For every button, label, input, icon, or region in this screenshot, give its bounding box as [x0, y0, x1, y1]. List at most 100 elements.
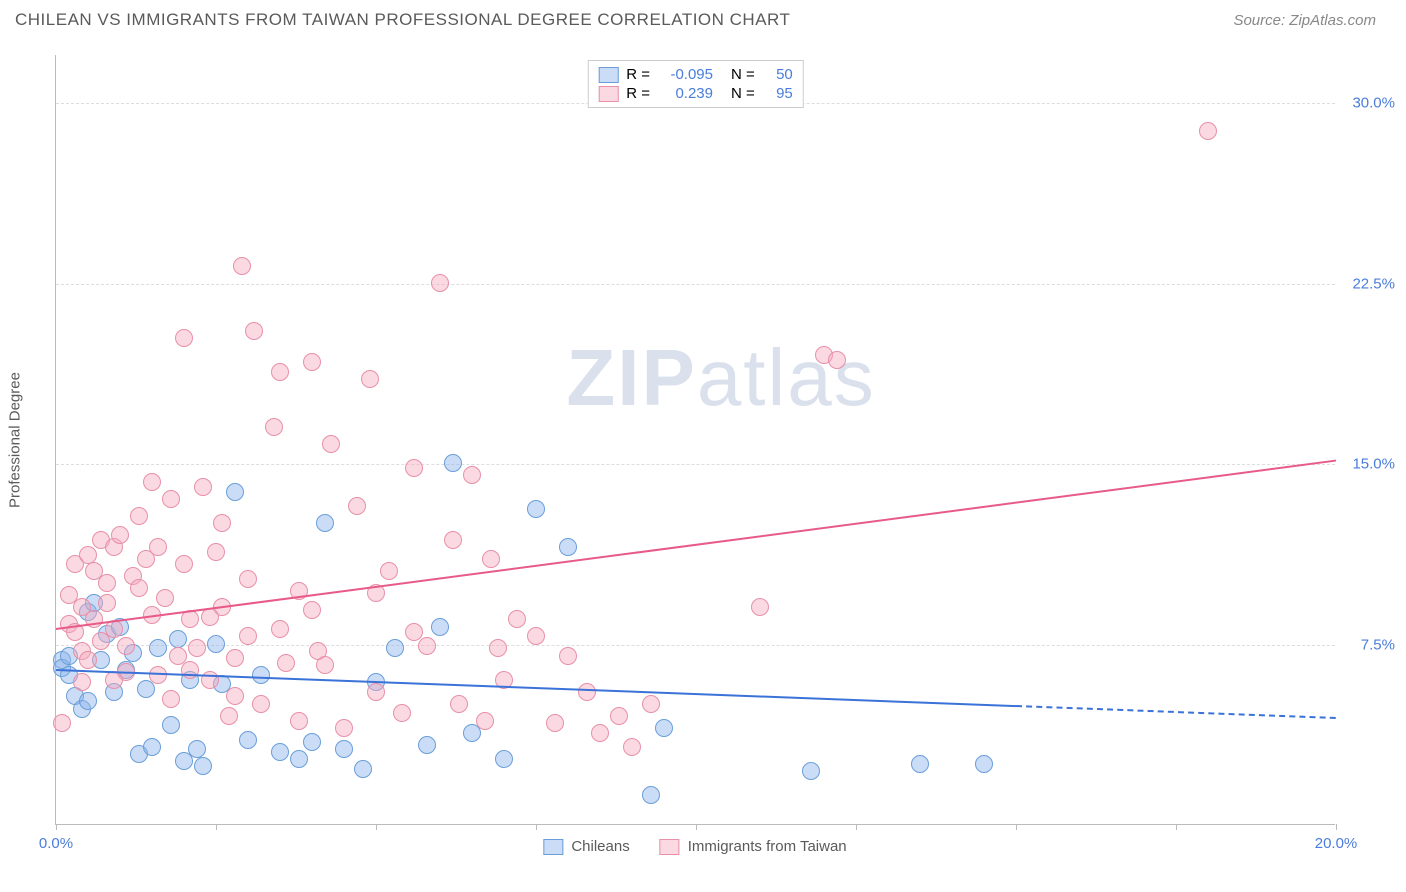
data-point	[252, 666, 270, 684]
data-point	[405, 459, 423, 477]
data-point	[130, 507, 148, 525]
data-point	[380, 562, 398, 580]
n-label: N =	[731, 85, 755, 102]
data-point	[245, 322, 263, 340]
legend-stats: R =-0.095N =50R =0.239N =95	[587, 60, 804, 108]
data-point	[303, 733, 321, 751]
data-point	[73, 673, 91, 691]
data-point	[303, 353, 321, 371]
x-tick	[376, 824, 377, 830]
data-point	[220, 707, 238, 725]
data-point	[418, 736, 436, 754]
data-point	[149, 538, 167, 556]
x-tick	[56, 824, 57, 830]
data-point	[476, 712, 494, 730]
trend-line	[56, 459, 1336, 629]
data-point	[354, 760, 372, 778]
data-point	[271, 743, 289, 761]
data-point	[911, 755, 929, 773]
data-point	[367, 683, 385, 701]
data-point	[137, 680, 155, 698]
data-point	[175, 329, 193, 347]
data-point	[655, 719, 673, 737]
data-point	[335, 719, 353, 737]
plot-region: ZIPatlas 7.5%15.0%22.5%30.0% 0.0%20.0% R…	[55, 55, 1335, 825]
data-point	[117, 637, 135, 655]
data-point	[828, 351, 846, 369]
data-point	[495, 750, 513, 768]
data-point	[226, 649, 244, 667]
x-tick-label: 0.0%	[39, 835, 73, 852]
n-value: 95	[763, 85, 793, 102]
chart-area: ZIPatlas 7.5%15.0%22.5%30.0% 0.0%20.0% R…	[55, 55, 1335, 825]
data-point	[162, 716, 180, 734]
data-point	[143, 473, 161, 491]
data-point	[482, 550, 500, 568]
legend-swatch	[598, 86, 618, 102]
data-point	[802, 762, 820, 780]
r-label: R =	[626, 85, 650, 102]
data-point	[239, 731, 257, 749]
data-point	[79, 651, 97, 669]
data-point	[194, 757, 212, 775]
chart-title: CHILEAN VS IMMIGRANTS FROM TAIWAN PROFES…	[15, 10, 790, 30]
data-point	[169, 630, 187, 648]
data-point	[149, 639, 167, 657]
data-point	[239, 627, 257, 645]
data-point	[546, 714, 564, 732]
data-point	[444, 531, 462, 549]
data-point	[207, 635, 225, 653]
data-point	[623, 738, 641, 756]
y-tick-label: 30.0%	[1352, 95, 1395, 112]
gridline	[56, 284, 1335, 285]
data-point	[642, 695, 660, 713]
watermark: ZIPatlas	[566, 332, 875, 424]
data-point	[201, 671, 219, 689]
y-tick-label: 15.0%	[1352, 456, 1395, 473]
data-point	[79, 692, 97, 710]
data-point	[188, 740, 206, 758]
data-point	[418, 637, 436, 655]
x-tick	[216, 824, 217, 830]
data-point	[975, 755, 993, 773]
data-point	[239, 570, 257, 588]
gridline	[56, 464, 1335, 465]
legend-stat-row: R =-0.095N =50	[598, 65, 793, 84]
data-point	[201, 608, 219, 626]
data-point	[316, 656, 334, 674]
data-point	[233, 257, 251, 275]
data-point	[277, 654, 295, 672]
data-point	[143, 738, 161, 756]
data-point	[226, 687, 244, 705]
r-value: -0.095	[658, 66, 713, 83]
data-point	[156, 589, 174, 607]
data-point	[642, 786, 660, 804]
data-point	[431, 618, 449, 636]
x-tick	[1176, 824, 1177, 830]
header: CHILEAN VS IMMIGRANTS FROM TAIWAN PROFES…	[0, 0, 1406, 35]
legend-item: Immigrants from Taiwan	[660, 838, 847, 855]
data-point	[431, 274, 449, 292]
data-point	[751, 598, 769, 616]
trend-line	[1016, 705, 1336, 719]
data-point	[213, 514, 231, 532]
data-point	[271, 620, 289, 638]
x-tick	[1016, 824, 1017, 830]
legend-swatch	[660, 839, 680, 855]
source-attribution: Source: ZipAtlas.com	[1233, 12, 1376, 29]
data-point	[393, 704, 411, 722]
data-point	[463, 466, 481, 484]
data-point	[335, 740, 353, 758]
data-point	[578, 683, 596, 701]
data-point	[508, 610, 526, 628]
data-point	[207, 543, 225, 561]
data-point	[194, 478, 212, 496]
data-point	[226, 483, 244, 501]
data-point	[527, 627, 545, 645]
legend-swatch	[598, 67, 618, 83]
data-point	[303, 601, 321, 619]
data-point	[175, 555, 193, 573]
data-point	[527, 500, 545, 518]
data-point	[405, 623, 423, 641]
data-point	[559, 647, 577, 665]
